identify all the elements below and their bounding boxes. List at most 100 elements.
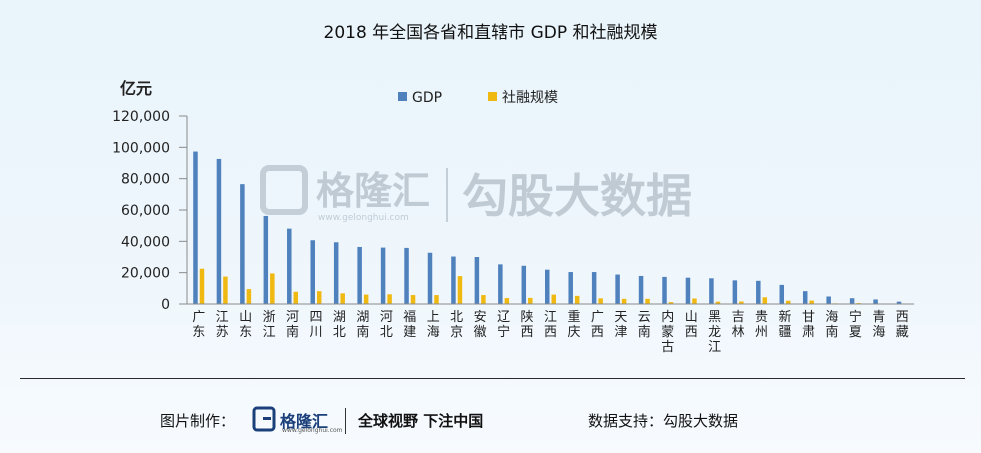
x-tick-label: 广西 [591, 310, 604, 340]
y-tick-label: 0 [161, 297, 170, 313]
y-tick-label: 40,000 [121, 234, 170, 250]
gdp-bar [732, 280, 738, 304]
gdp-bar [568, 272, 573, 304]
gdp-bar [802, 291, 808, 304]
data-source: 数据支持：勾股大数据 [588, 412, 739, 430]
gdp-bar [756, 280, 761, 304]
gdp-bar [849, 298, 855, 304]
x-tick-label: 内蒙古 [661, 309, 674, 355]
footer-separator [345, 408, 346, 434]
x-tick-label: 福建 [403, 310, 416, 340]
x-tick-label: 贵州 [755, 310, 768, 340]
y-tick-label: 80,000 [121, 172, 170, 188]
social-financing-bar [528, 297, 533, 304]
gdp-bar [310, 240, 315, 304]
legend-swatch [398, 92, 407, 101]
gdp-bar [873, 299, 878, 304]
gdp-bar [615, 274, 620, 304]
x-tick-label: 河南 [286, 310, 299, 340]
footer-slogan: 全球视野 下注中国 [358, 412, 484, 430]
gdp-bar [521, 265, 527, 304]
x-tick-label: 江西 [544, 310, 557, 340]
x-tick-label: 湖北 [333, 310, 346, 340]
footer-brand-url: www.gelonghui.com [282, 427, 343, 434]
gdp-bar [896, 301, 902, 304]
x-tick-label: 广东 [192, 310, 205, 340]
gdp-bar [779, 284, 785, 304]
x-tick-label: 辽宁 [497, 310, 510, 340]
x-tick-label: 吉林 [732, 310, 745, 340]
gdp-bar [240, 184, 245, 304]
gdp-bar [545, 269, 550, 304]
y-tick-label: 60,000 [121, 203, 170, 219]
social-financing-bar [223, 276, 228, 304]
social-financing-bar [387, 294, 392, 304]
credit-label: 图片制作： [160, 412, 236, 430]
gdp-bar [826, 296, 831, 304]
x-tick-label: 湖南 [356, 310, 369, 340]
social-financing-bar [645, 298, 650, 304]
gdp-bar [216, 158, 222, 304]
x-tick-label: 宁夏 [849, 309, 862, 340]
footer-brand: 格隆汇 [280, 412, 329, 431]
social-financing-bar [457, 276, 463, 304]
gdp-bar [404, 247, 409, 304]
social-financing-bar [316, 291, 322, 304]
social-financing-bar [692, 298, 697, 304]
y-tick-label: 100,000 [112, 140, 170, 156]
footer-divider [20, 378, 965, 379]
y-tick-label: 120,000 [112, 109, 170, 125]
gdp-bar [193, 151, 198, 304]
x-tick-label: 安徽 [474, 310, 487, 340]
x-tick-label: 四川 [309, 310, 322, 340]
social-financing-bar [574, 295, 580, 304]
footer: 图片制作： 格隆汇 www.gelonghui.com 全球视野 下注中国 数据… [0, 400, 981, 440]
social-financing-bar [293, 291, 299, 304]
social-financing-bar [434, 295, 439, 304]
y-axis-label: 亿元 [120, 79, 152, 98]
x-tick-label: 青海 [872, 310, 885, 340]
x-tick-label: 甘肃 [802, 310, 815, 340]
social-financing-bar [621, 298, 627, 304]
social-financing-bar [668, 302, 674, 304]
gdp-bar [591, 272, 597, 304]
social-financing-bar [270, 273, 275, 304]
x-tick-label: 陕西 [521, 310, 534, 340]
gdp-bar [357, 246, 362, 304]
social-financing-bar [481, 295, 486, 304]
legend-label: 社融规模 [502, 90, 558, 106]
gdp-bar [638, 275, 644, 304]
social-financing-bar [246, 289, 252, 304]
gdp-bar [380, 247, 386, 304]
gdp-bar [451, 256, 456, 304]
chart-title: 2018 年全国各省和直辖市 GDP 和社融规模 [323, 23, 658, 43]
x-tick-label: 海南 [825, 310, 838, 340]
x-tick-label: 浙江 [263, 310, 276, 340]
gelonghui-logo-icon [252, 406, 276, 432]
x-tick-label: 河北 [380, 310, 393, 340]
x-tick-label: 西藏 [896, 310, 909, 340]
x-tick-label: 云南 [638, 310, 651, 340]
legend-swatch [488, 92, 497, 101]
x-tick-label: 山西 [685, 310, 698, 340]
x-tick-label: 新疆 [779, 309, 792, 340]
gdp-bar [263, 215, 269, 304]
x-tick-label: 黑龙江 [708, 310, 721, 355]
gdp-bar [685, 277, 691, 304]
bar-chart: 格隆汇 www.gelonghui.com 勾股大数据 亿元 0 20,000 40… [112, 79, 914, 355]
chart-area: 格隆汇 www.gelonghui.com 勾股大数据 亿元 0 20,000 40… [0, 60, 981, 375]
social-financing-bar [340, 293, 345, 304]
x-tick-label: 北京 [450, 310, 463, 340]
x-tick-label: 山东 [239, 310, 252, 340]
x-tick-label: 江苏 [216, 310, 229, 340]
social-financing-bar [551, 294, 556, 304]
social-financing-bar [363, 294, 369, 304]
legend-label: GDP [412, 90, 442, 106]
social-financing-bar [199, 268, 205, 304]
gdp-bar [498, 264, 503, 304]
social-financing-bar [786, 300, 791, 304]
watermark: 格隆汇 www.gelonghui.com 勾股大数据 [260, 165, 692, 223]
social-financing-bar [410, 295, 416, 304]
watermark-logo-icon [260, 165, 308, 215]
social-financing-bar [504, 298, 510, 304]
